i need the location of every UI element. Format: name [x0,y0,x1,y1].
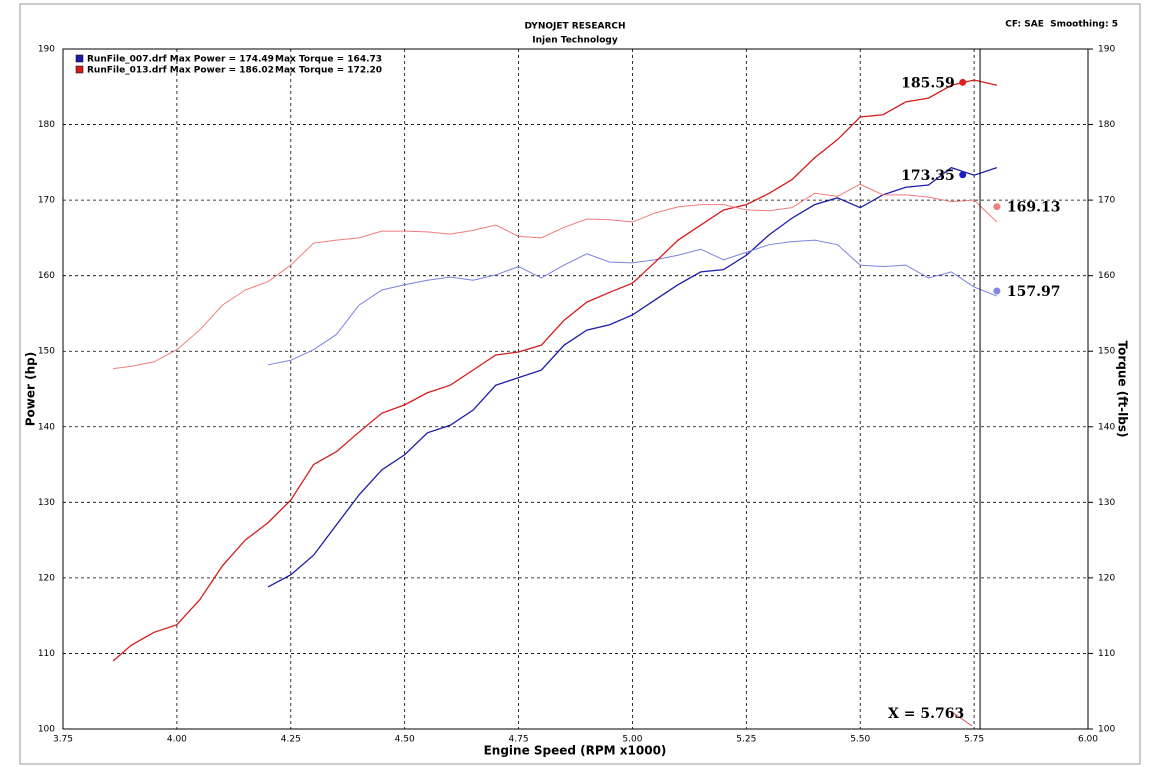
y2-axis-label: Torque (ft-lbs) [1116,341,1130,438]
y-axis-label: Power (hp) [24,352,38,426]
y2-tick-label: 160 [1098,271,1115,281]
y2-tick-label: 140 [1098,422,1115,432]
legend-swatch [75,65,84,74]
x-tick-label: 4.50 [395,735,415,745]
marker-label: 185.59 [901,75,955,91]
y2-tick-label: 130 [1098,498,1115,508]
series-line [113,183,998,370]
x-tick-label: 4.25 [281,735,301,745]
x-tick-label: 5.50 [850,735,870,745]
marker-label: 157.97 [1007,284,1061,300]
series-line [267,239,998,366]
cursor-label: X = 5.763 [888,706,964,722]
x-tick-label: 3.75 [53,735,73,745]
y-tick-label: 100 [38,725,55,735]
y-tick-label: 160 [38,271,55,281]
legend-label: Max Torque = 164.73 [275,55,382,65]
y-tick-label: 170 [38,196,55,206]
legend-label: RunFile_013.drf Max Power = 186.02 [87,66,274,76]
y-tick-label: 110 [38,649,55,659]
corner-note: CF: SAE Smoothing: 5 [1005,20,1118,30]
plot-area [62,48,1089,730]
x-tick-label: 4.75 [509,735,529,745]
y2-tick-label: 100 [1098,725,1115,735]
y2-tick-label: 190 [1098,45,1115,55]
series-line [112,79,998,662]
marker-dot [959,78,967,86]
x-tick-label: 5.75 [964,735,984,745]
y-tick-label: 190 [38,45,55,55]
legend-label: Max Torque = 172.20 [275,66,382,76]
y2-tick-label: 180 [1098,120,1115,130]
x-tick-label: 6.00 [1078,735,1098,745]
x-tick-label: 5.00 [622,735,642,745]
x-tick-label: 5.25 [736,735,756,745]
legend-swatch [75,54,84,63]
y-tick-label: 180 [38,120,55,130]
frame [19,3,1141,765]
marker-dot [993,287,1001,295]
y-tick-label: 130 [38,498,55,508]
y2-tick-label: 120 [1098,573,1115,583]
chart-subtitle: Injen Technology [532,36,618,46]
y2-tick-label: 150 [1098,347,1115,357]
y2-tick-label: 110 [1098,649,1115,659]
x-tick-label: 4.00 [167,735,187,745]
y-tick-label: 140 [38,422,55,432]
y-tick-label: 120 [38,573,55,583]
legend-label: RunFile_007.drf Max Power = 174.49 [87,55,274,65]
y-tick-label: 150 [38,347,55,357]
chart-title: DYNOJET RESEARCH [524,22,625,32]
x-axis-label: Engine Speed (RPM x1000) [484,744,667,758]
marker-label: 173.35 [901,168,955,184]
cursor-pointer [951,711,973,727]
marker-label: 169.13 [1007,200,1061,216]
marker-dot [959,171,967,179]
y2-tick-label: 170 [1098,196,1115,206]
series-line [267,166,998,588]
marker-dot [993,203,1001,211]
